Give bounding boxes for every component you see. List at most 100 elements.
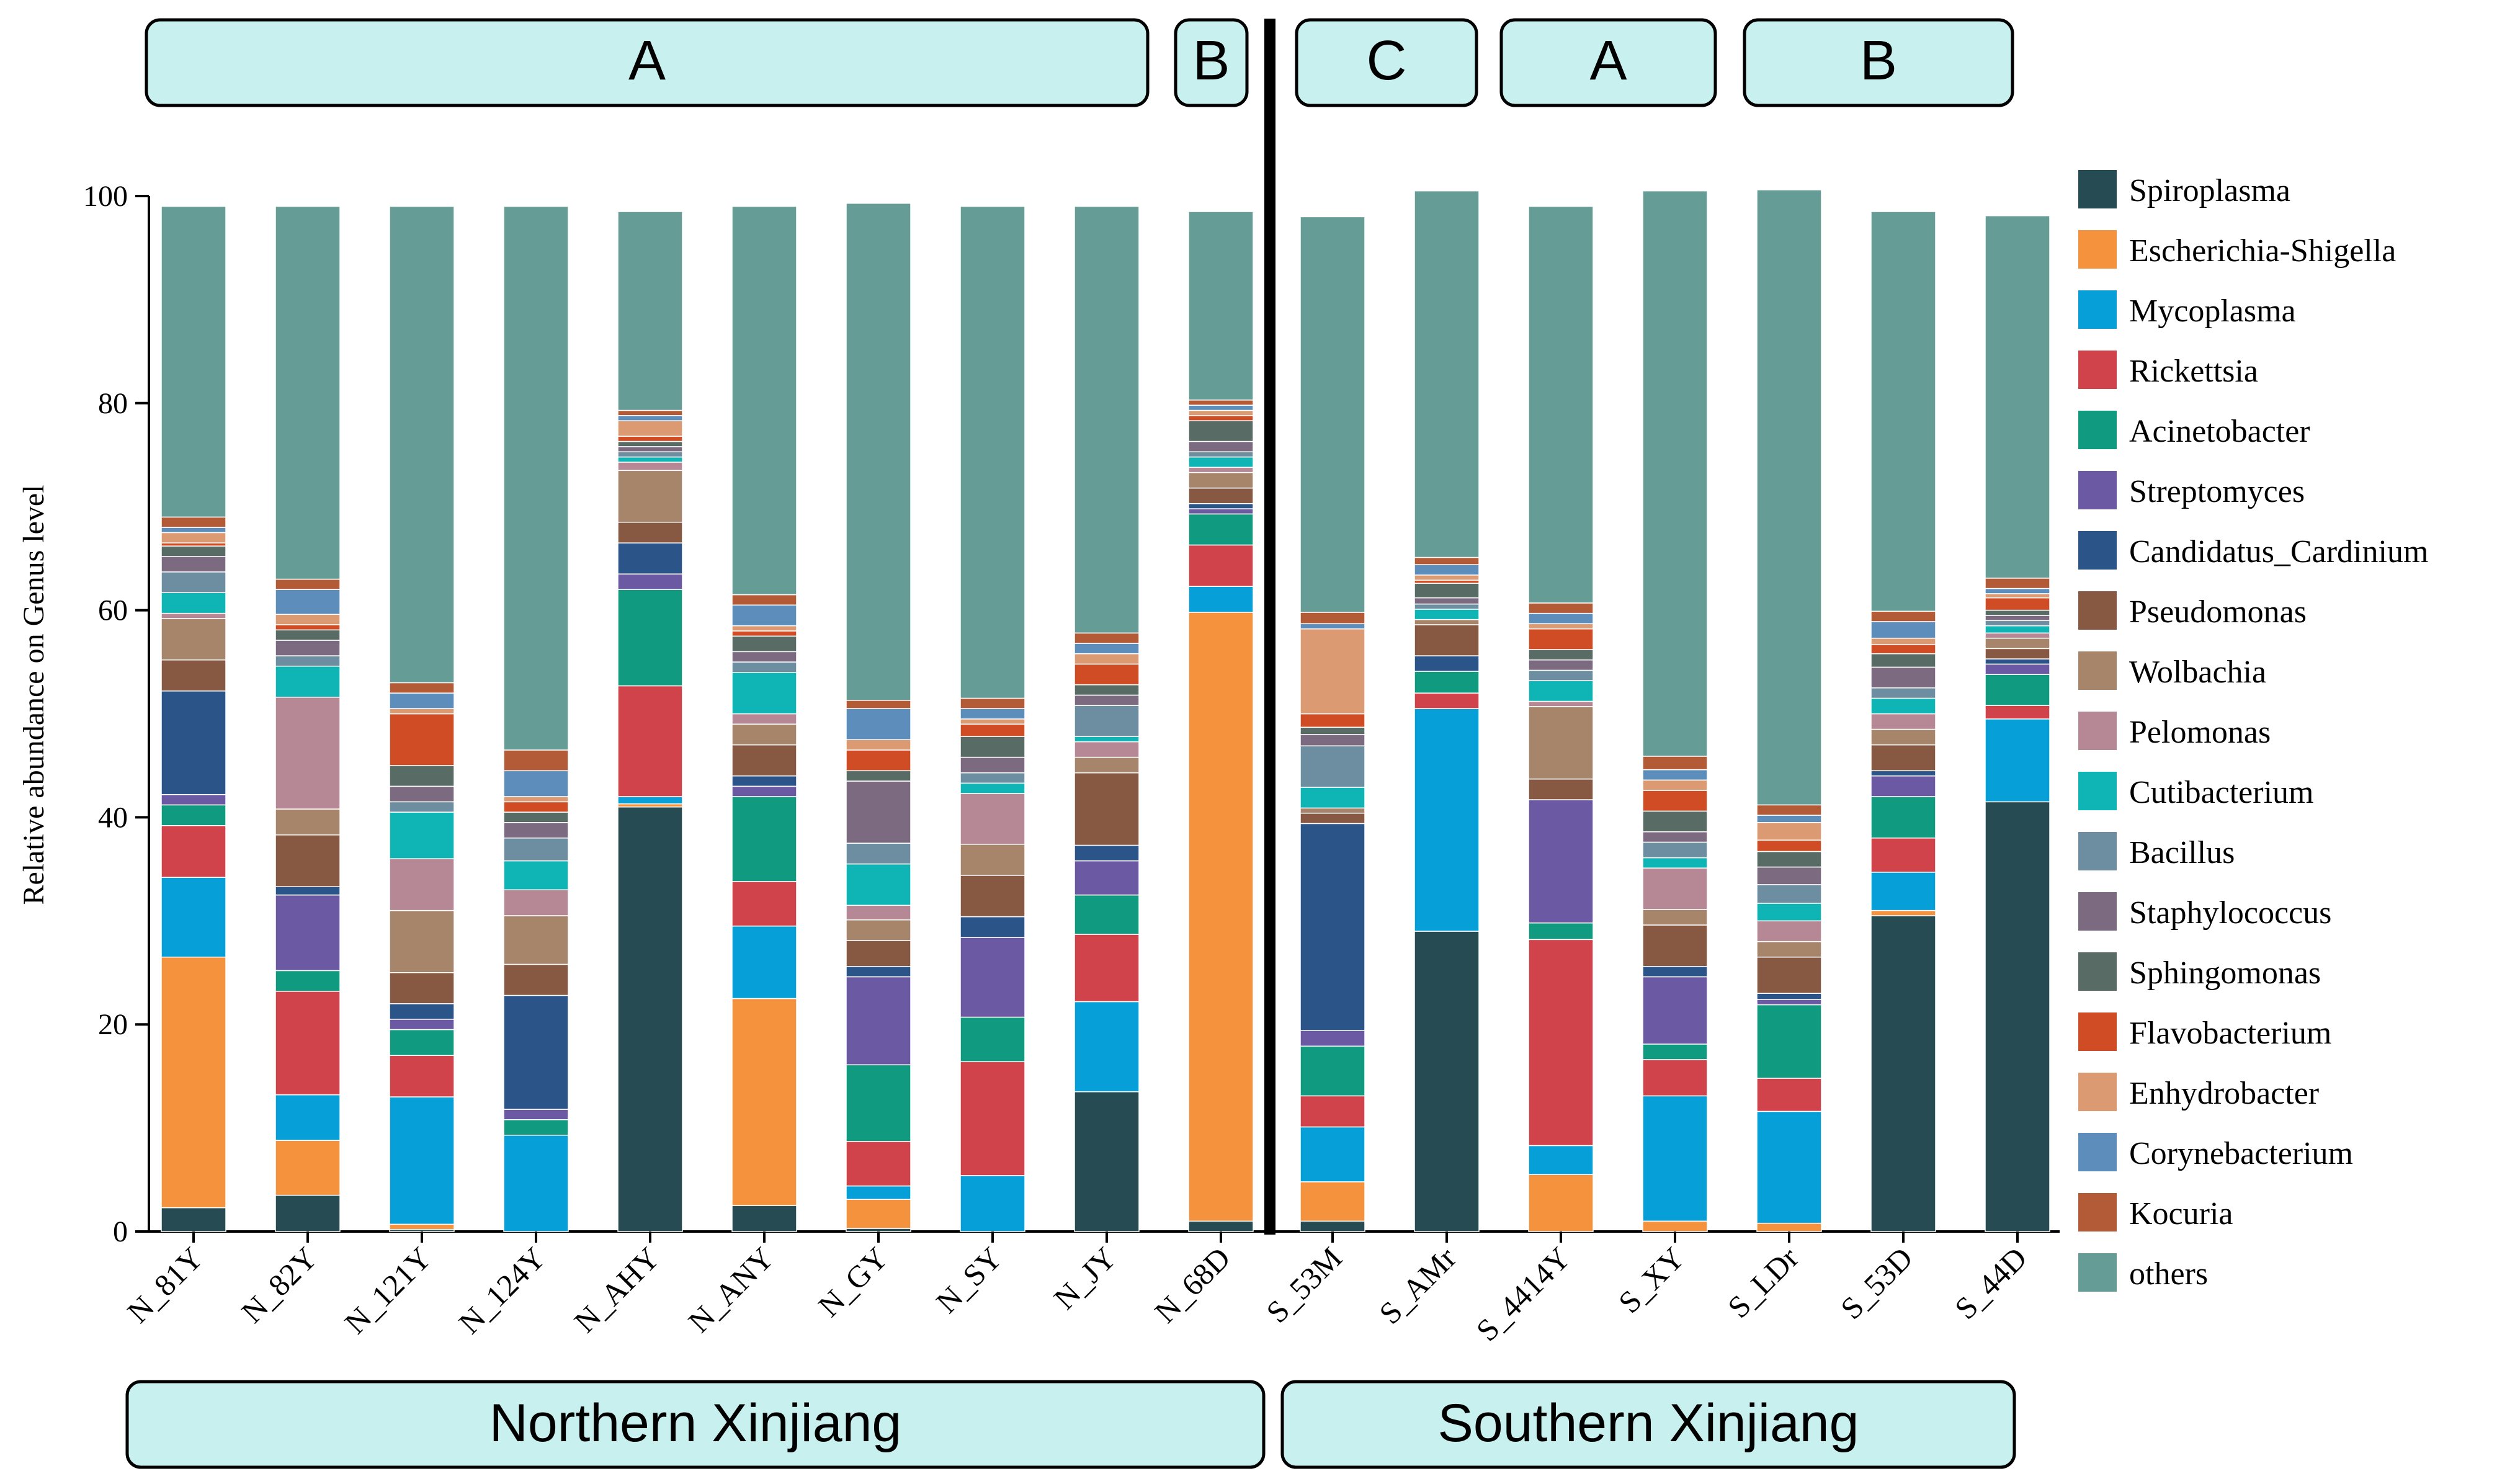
legend-label: Sphingomonas bbox=[2129, 955, 2321, 991]
bar-stack-n-82y bbox=[275, 205, 341, 1232]
bar-segment-rickettsia bbox=[1642, 1059, 1708, 1097]
bar-segment-wolbachia bbox=[275, 808, 341, 836]
bar-segment-sphingomonas bbox=[846, 770, 911, 782]
bar-segment-streptomyces bbox=[1300, 1030, 1365, 1047]
bar-segment-corynebacterium bbox=[1188, 405, 1254, 411]
bar-segment-pelomonas bbox=[503, 889, 569, 916]
bar-segment-bacillus bbox=[1870, 687, 1936, 699]
legend-label: Kocuria bbox=[2129, 1196, 2233, 1231]
bar-segment-rickettsia bbox=[1756, 1078, 1822, 1112]
top-group-box: A bbox=[145, 18, 1150, 107]
bar-segment-staphylococcus bbox=[1414, 597, 1480, 605]
bar-segment-pelomonas bbox=[960, 793, 1025, 845]
x-tick-label: S_53D bbox=[1834, 1240, 1919, 1326]
x-tick-label: S_44D bbox=[1948, 1240, 2034, 1326]
bar-segment-sphingomonas bbox=[1870, 653, 1936, 668]
region-divider bbox=[1264, 19, 1275, 1235]
bar-segment-flavobacterium bbox=[503, 801, 569, 813]
bar-segment-kocuria bbox=[1870, 610, 1936, 622]
bar-segment-acinetobacter bbox=[1756, 1004, 1822, 1079]
legend-item: Wolbachia bbox=[2078, 651, 2266, 690]
bar-segment-streptomyces bbox=[161, 793, 226, 806]
bar-segment-bacillus bbox=[161, 571, 226, 593]
legend-item: Staphylococcus bbox=[2078, 892, 2331, 931]
legend-swatch bbox=[2078, 1193, 2117, 1231]
bar-segment-cutibacterium bbox=[846, 863, 911, 906]
legend-item: Cutibacterium bbox=[2078, 772, 2313, 810]
region-label: Southern Xinjiang bbox=[1438, 1393, 1859, 1453]
bar-segment-cutibacterium bbox=[275, 665, 341, 698]
bar-segment-escherichia-shigella bbox=[1642, 1220, 1708, 1232]
bar-segment-bacillus bbox=[275, 655, 341, 667]
bar-segment-streptomyces bbox=[503, 1109, 569, 1120]
bar-segment-escherichia-shigella bbox=[1300, 1181, 1365, 1222]
bar-segment-flavobacterium bbox=[389, 713, 455, 766]
bar-segment-mycoplasma bbox=[1414, 708, 1480, 932]
legend-item: Bacillus bbox=[2078, 832, 2235, 870]
bar-segment-cutibacterium bbox=[960, 782, 1025, 794]
legend-label: Mycoplasma bbox=[2129, 293, 2296, 329]
bar-segment-others bbox=[617, 211, 683, 411]
y-tick-label: 60 bbox=[98, 594, 128, 627]
bar-segment-enhydrobacter bbox=[1300, 628, 1365, 715]
bar-segment-pseudomonas bbox=[960, 875, 1025, 918]
bar-segment-pseudomonas bbox=[503, 963, 569, 996]
bar-segment-candidatus-cardinium bbox=[1300, 823, 1365, 1031]
bar-segment-sphingomonas bbox=[503, 811, 569, 823]
legend-swatch bbox=[2078, 170, 2117, 208]
bar-segment-mycoplasma bbox=[1642, 1095, 1708, 1222]
bar-segment-bacillus bbox=[1642, 841, 1708, 859]
bar-segment-wolbachia bbox=[389, 910, 455, 973]
bar-segment-corynebacterium bbox=[1414, 564, 1480, 576]
bar-segment-sphingomonas bbox=[161, 545, 226, 557]
legend-item: Flavobacterium bbox=[2078, 1012, 2331, 1051]
bar-segment-wolbachia bbox=[960, 844, 1025, 876]
bar-segment-staphylococcus bbox=[1528, 659, 1594, 671]
legend-item: Sphingomonas bbox=[2078, 952, 2321, 991]
bar-segment-flavobacterium bbox=[731, 630, 797, 637]
bar-segment-enhydrobacter bbox=[275, 614, 341, 625]
bar-segment-kocuria bbox=[1756, 804, 1822, 816]
bar-segment-flavobacterium bbox=[161, 542, 226, 547]
bar-segment-wolbachia bbox=[731, 723, 797, 746]
bar-segment-streptomyces bbox=[960, 937, 1025, 1018]
x-tick-label: S_53M bbox=[1259, 1240, 1349, 1330]
bar-segment-mycoplasma bbox=[389, 1096, 455, 1225]
bar-segment-flavobacterium bbox=[1074, 663, 1140, 686]
bar-segment-corynebacterium bbox=[1985, 588, 2050, 594]
bar-segment-staphylococcus bbox=[161, 556, 226, 573]
legend-item: Pelomonas bbox=[2078, 712, 2271, 750]
legend-label: Cutibacterium bbox=[2129, 775, 2313, 810]
bar-segment-escherichia-shigella bbox=[846, 1199, 911, 1229]
bar-segment-rickettsia bbox=[846, 1141, 911, 1187]
bar-segment-candidatus-cardinium bbox=[161, 691, 226, 795]
bar-stack-n-any bbox=[731, 205, 797, 1232]
bar-segment-staphylococcus bbox=[960, 756, 1025, 774]
bar-segment-acinetobacter bbox=[1642, 1044, 1708, 1060]
legend-item: Mycoplasma bbox=[2078, 290, 2296, 329]
bar-segment-mycoplasma bbox=[960, 1175, 1025, 1232]
bar-segment-mycoplasma bbox=[1074, 1001, 1140, 1093]
legend-swatch bbox=[2078, 651, 2117, 690]
top-group-box: A bbox=[1499, 18, 1717, 107]
bar-segment-cutibacterium bbox=[1870, 697, 1936, 715]
legend-label: Candidatus_Cardinium bbox=[2129, 534, 2428, 570]
bar-segment-cutibacterium bbox=[1756, 903, 1822, 922]
bar-segment-others bbox=[1642, 190, 1708, 757]
bar-segment-mycoplasma bbox=[503, 1135, 569, 1232]
legend-swatch bbox=[2078, 712, 2117, 750]
bar-segment-others bbox=[1188, 211, 1254, 401]
bar-segment-acinetobacter bbox=[503, 1119, 569, 1136]
bar-stack-s-4414y bbox=[1528, 205, 1594, 1232]
bar-segment-candidatus-cardinium bbox=[617, 542, 683, 574]
bar-segment-others bbox=[275, 205, 341, 580]
bar-segment-staphylococcus bbox=[846, 780, 911, 844]
bar-segment-sphingomonas bbox=[389, 765, 455, 787]
bar-segment-streptomyces bbox=[275, 894, 341, 972]
bar-segment-pelomonas bbox=[1870, 713, 1936, 730]
bar-segment-acinetobacter bbox=[617, 589, 683, 687]
bar-segment-streptomyces bbox=[1870, 775, 1936, 797]
bar-segment-kocuria bbox=[389, 682, 455, 694]
region-rect bbox=[1280, 1380, 2016, 1469]
